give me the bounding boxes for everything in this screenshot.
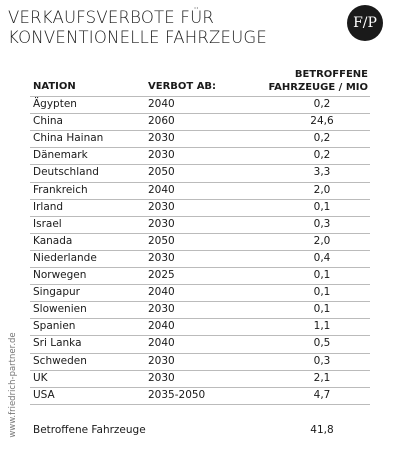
value-cell: 24,6 <box>310 115 334 128</box>
nation-cell: USA <box>33 388 55 401</box>
value-cell: 0,1 <box>313 269 331 281</box>
year-cell: 2050 <box>148 234 175 247</box>
nation-cell: China Hainan <box>33 132 104 145</box>
row-separator <box>30 318 370 320</box>
row-separator <box>30 386 370 388</box>
footer-label: Betroffene Fahrzeuge <box>33 424 146 436</box>
value-cell: 3,3 <box>313 166 331 179</box>
value-cell: 1,1 <box>313 320 331 333</box>
row-separator <box>30 147 370 149</box>
value-cell: 0,1 <box>313 303 331 316</box>
row-separator <box>30 215 370 217</box>
header-cell: NATION <box>33 81 76 92</box>
year-cell: 2060 <box>148 115 175 128</box>
title-line: VERKAUFSVERBOTE FÜR <box>8 8 215 27</box>
row-separator <box>30 403 370 405</box>
nation-cell: Frankreich <box>33 183 88 196</box>
row-separator <box>30 164 370 166</box>
year-cell: 2025 <box>148 269 175 281</box>
row-separator <box>30 232 370 234</box>
value-cell: 0,2 <box>313 132 331 145</box>
year-cell: 2030 <box>148 354 175 367</box>
value-cell: 2,0 <box>313 234 331 247</box>
nation-cell: Spanien <box>33 320 76 333</box>
nation-cell: Dänemark <box>33 149 88 162</box>
nation-cell: Sri Lanka <box>33 337 82 350</box>
nation-cell: Kanada <box>33 234 73 247</box>
year-cell: 2050 <box>148 166 175 179</box>
year-cell: 2040 <box>148 320 175 333</box>
value-cell: 4,7 <box>313 388 331 401</box>
year-cell: 2030 <box>148 217 175 230</box>
nation-cell: Deutschland <box>33 166 99 179</box>
header-cell: BETROFFENE FAHRZEUGE / MIO <box>268 69 368 93</box>
value-cell: 0,2 <box>313 98 331 110</box>
nation-cell: UK <box>33 371 48 384</box>
year-cell: 2040 <box>148 337 175 350</box>
row-separator <box>30 96 370 97</box>
value-cell: 0,4 <box>313 251 331 264</box>
value-cell: 0,2 <box>313 149 331 162</box>
header-cell: VERBOT AB: <box>148 81 217 92</box>
nation-cell: Norwegen <box>33 269 87 281</box>
footer-value: 41,8 <box>310 424 334 436</box>
row-separator <box>30 301 370 303</box>
row-separator <box>30 113 370 115</box>
nation-cell: China <box>33 115 63 128</box>
year-cell: 2030 <box>148 251 175 264</box>
nation-cell: Schweden <box>33 354 87 367</box>
value-cell: 0,1 <box>313 286 331 299</box>
year-cell: 2030 <box>148 132 175 145</box>
value-cell: 2,1 <box>313 371 331 384</box>
nation-cell: Ägypten <box>33 98 77 110</box>
year-cell: 2030 <box>148 149 175 162</box>
nation-cell: Irland <box>33 200 64 213</box>
value-cell: 0,3 <box>313 217 331 230</box>
row-separator <box>30 267 370 268</box>
row-separator <box>30 198 370 200</box>
nation-cell: Singapur <box>33 286 80 299</box>
row-separator <box>30 335 370 337</box>
year-cell: 2030 <box>148 200 175 213</box>
year-cell: 2040 <box>148 98 175 110</box>
logo: F/P <box>347 5 383 41</box>
row-separator <box>30 130 370 132</box>
row-separator <box>30 249 370 251</box>
nation-cell: Slowenien <box>33 303 87 316</box>
title-line: KONVENTIONELLE FAHRZEUGE <box>8 28 268 47</box>
nation-cell: Niederlande <box>33 251 97 264</box>
row-separator <box>30 284 370 286</box>
year-cell: 2035-2050 <box>148 388 206 401</box>
value-cell: 0,3 <box>313 354 331 367</box>
value-cell: 2,0 <box>313 183 331 196</box>
value-cell: 0,5 <box>313 337 331 350</box>
nation-cell: Israel <box>33 217 62 230</box>
year-cell: 2040 <box>148 286 175 299</box>
value-cell: 0,1 <box>313 200 331 213</box>
row-separator <box>30 369 370 371</box>
side-text: www.friedrich-partner.de <box>8 332 18 438</box>
year-cell: 2030 <box>148 371 175 384</box>
row-separator <box>30 352 370 354</box>
year-cell: 2040 <box>148 183 175 196</box>
row-separator <box>30 181 370 183</box>
year-cell: 2030 <box>148 303 175 316</box>
